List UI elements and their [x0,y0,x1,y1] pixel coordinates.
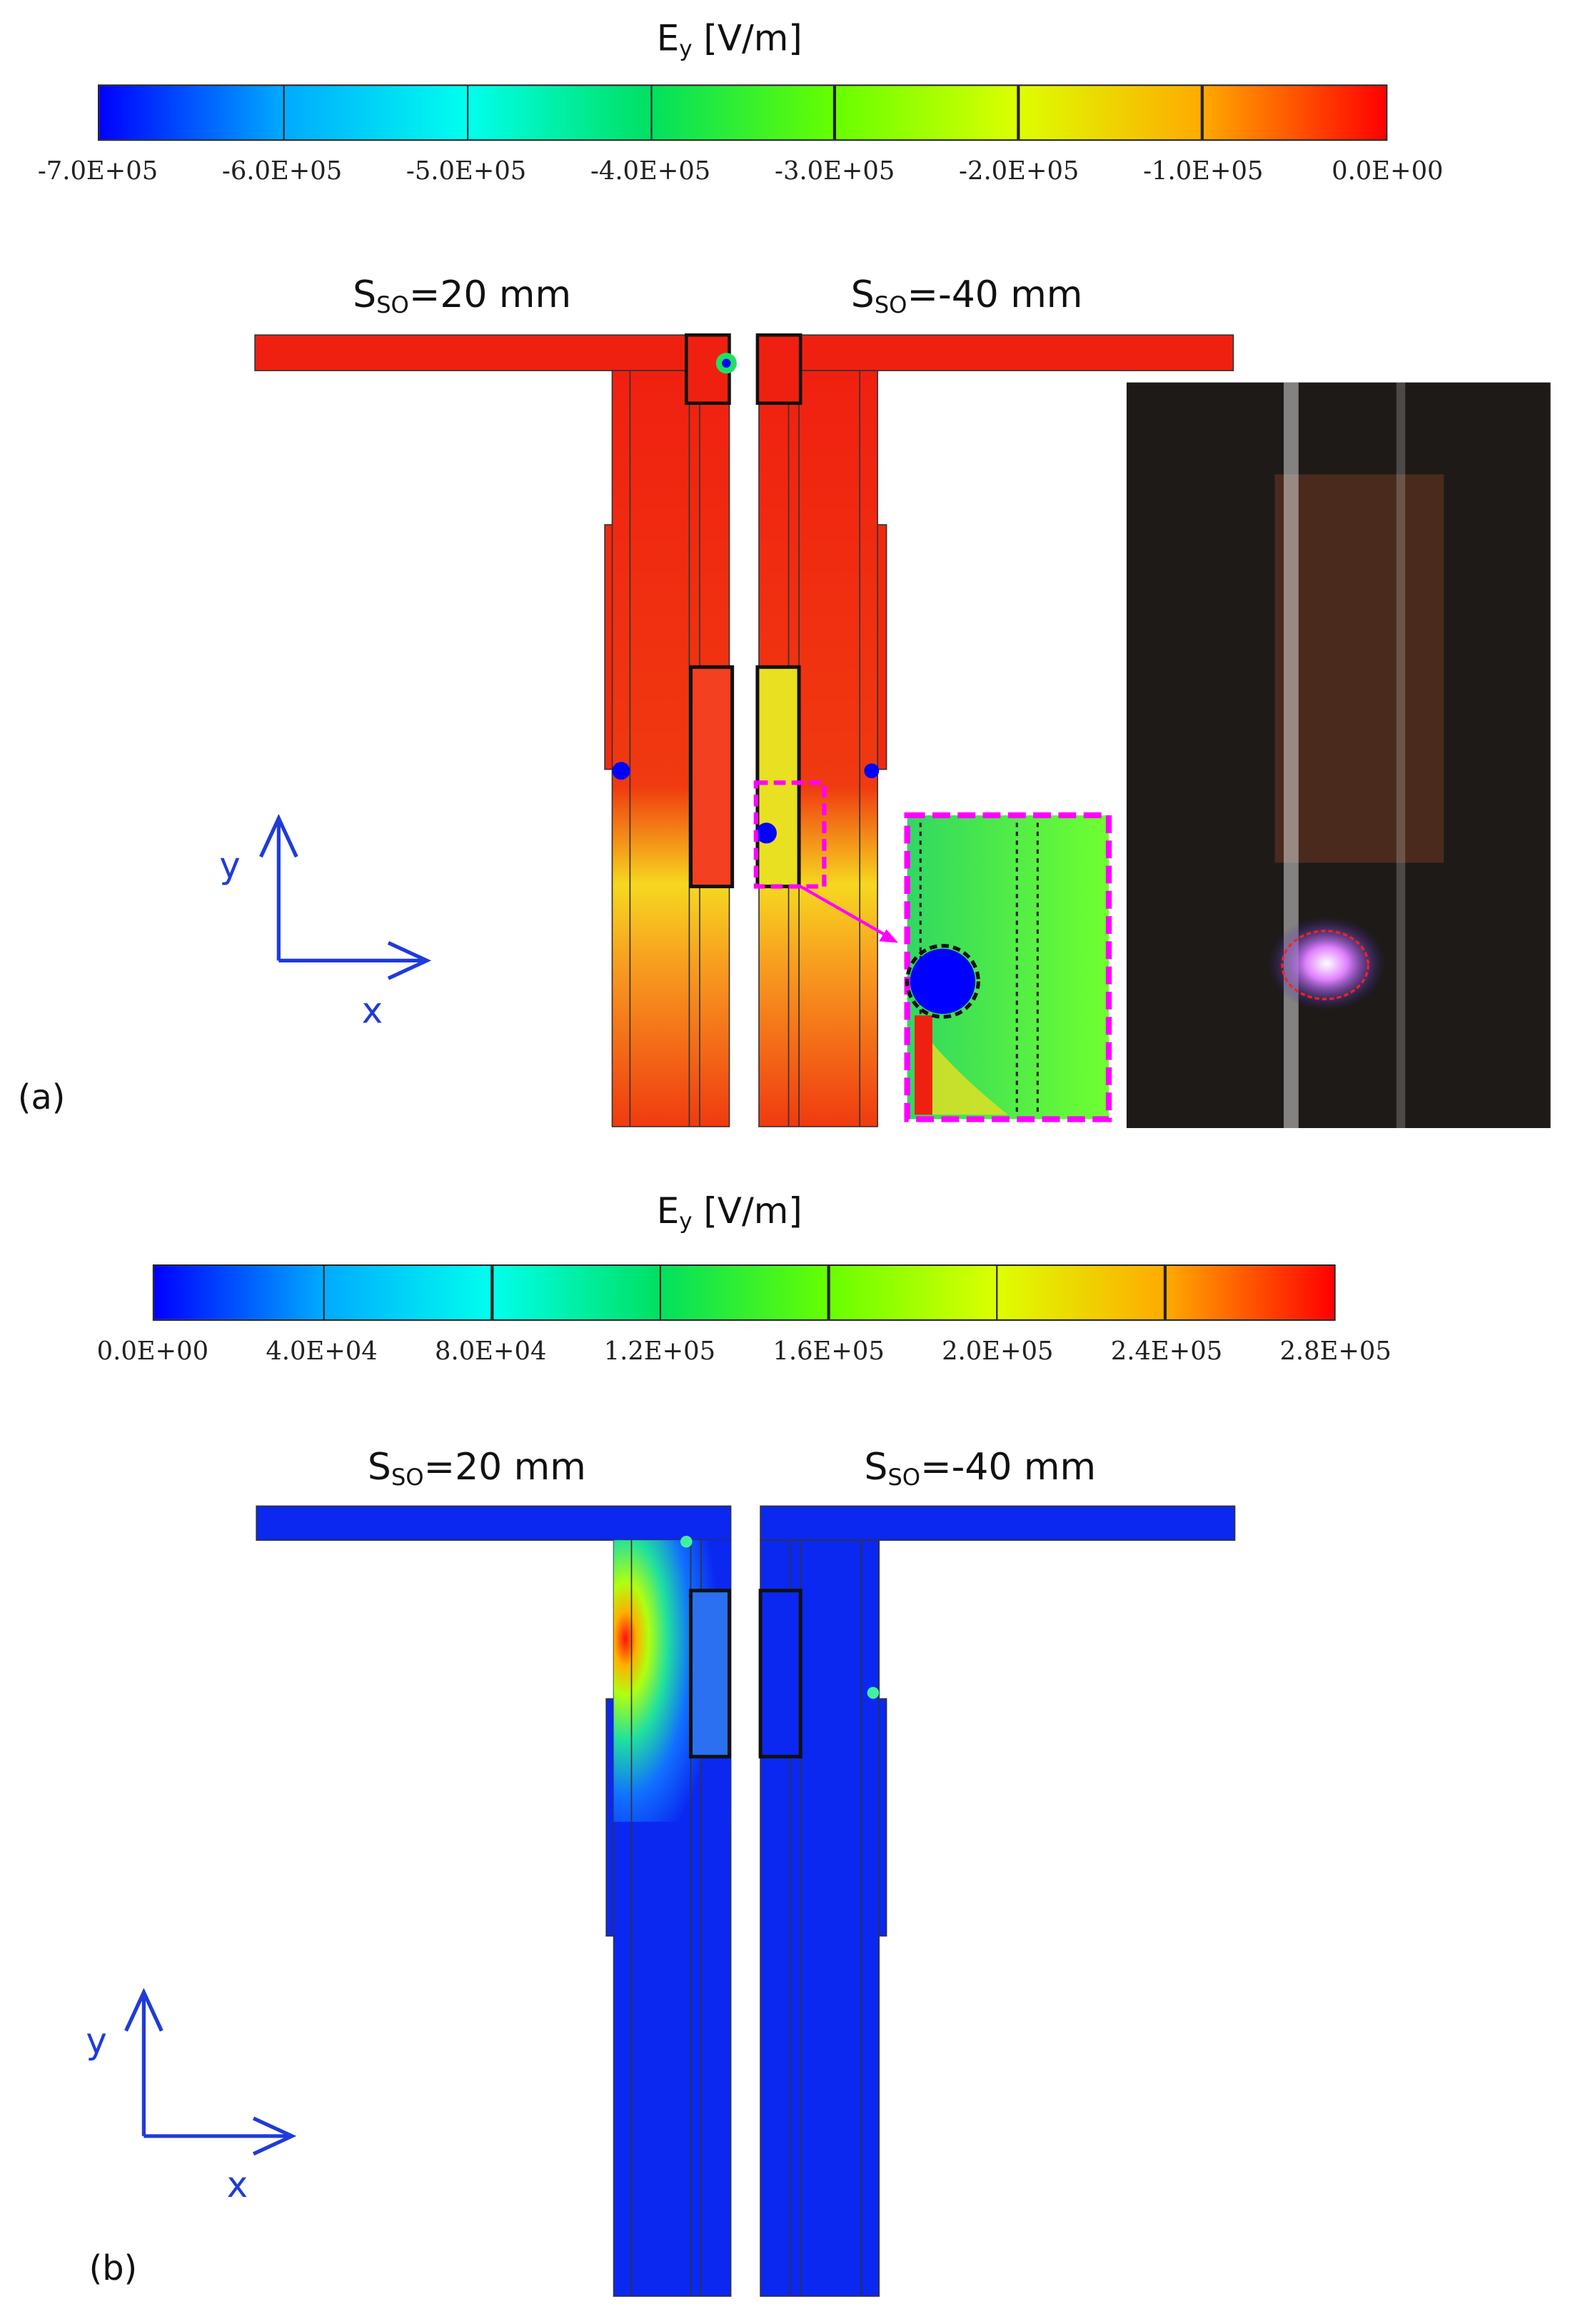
colorbar-a-tick-label: -5.0E+05 [406,157,527,187]
axis-a-x-label: x [361,990,383,1032]
colorbar-a-divider [833,86,836,140]
axis-b-y-label: y [86,2020,107,2062]
colorbar-a-tick-label: -2.0E+05 [959,157,1080,187]
panel-b-label: (b) [89,2250,138,2289]
label-b-left: SSO=20 mm [367,1445,586,1492]
colorbar-b-title: Ey [V/m] [656,1190,802,1234]
label-b-right: SSO=-40 mm [864,1445,1097,1492]
colorbar-b-divider [659,1266,662,1319]
photo-a [1126,382,1551,1128]
inset-a [904,812,1112,1122]
colorbar-b-divider [490,1266,493,1319]
colorbar-b-tick-label: 2.4E+05 [1110,1337,1223,1367]
colorbar-b-tick-label: 1.2E+05 [603,1337,716,1367]
colorbar-a-tick-label: -1.0E+05 [1143,157,1264,187]
colorbar-b-tick-label: 2.8E+05 [1279,1337,1392,1367]
colorbar-b-tick-label: 0.0E+00 [96,1337,209,1367]
colorbar-a-tick-label: -4.0E+05 [590,157,711,187]
structure-a-left [254,333,737,1127]
colorbar-a [98,84,1388,141]
colorbar-b-divider [1164,1266,1167,1319]
structure-a-right [753,333,1234,1127]
colorbar-a-divider [466,86,469,140]
colorbar-a-title: Ey [V/m] [656,17,802,62]
structure-b-right [758,1505,1236,2297]
label-a-left: SSO=20 mm [353,273,572,319]
colorbar-b-tick-label: 8.0E+04 [435,1337,547,1367]
colorbar-a-tick-label: -7.0E+05 [37,157,159,187]
colorbar-a-divider [283,86,286,140]
colorbar-a-tick-label: -6.0E+05 [221,157,343,187]
colorbar-b-divider [322,1266,325,1319]
colorbar-b-divider [995,1266,998,1319]
colorbar-a-divider [1201,86,1204,140]
colorbar-b-divider [827,1266,830,1319]
colorbar-b-tick-label: 1.6E+05 [773,1337,885,1367]
label-a-right: SSO=-40 mm [850,273,1083,319]
geometry-a [254,333,1551,1128]
colorbar-a-divider [1017,86,1020,140]
colorbar-a-tick-label: 0.0E+00 [1332,157,1444,187]
panel-a-label: (a) [17,1079,66,1118]
axes-a [259,813,432,980]
axis-a-y-label: y [219,845,241,887]
colorbar-b-tick-label: 4.0E+04 [266,1337,378,1367]
colorbar-a-tick-label: -3.0E+05 [775,157,895,187]
axes-b [124,1988,297,2156]
colorbar-b-tick-label: 2.0E+05 [942,1337,1054,1367]
colorbar-a-divider [650,86,653,140]
structure-b-left [256,1505,732,2297]
axis-b-x-label: x [226,2164,248,2206]
colorbar-b [152,1264,1336,1321]
